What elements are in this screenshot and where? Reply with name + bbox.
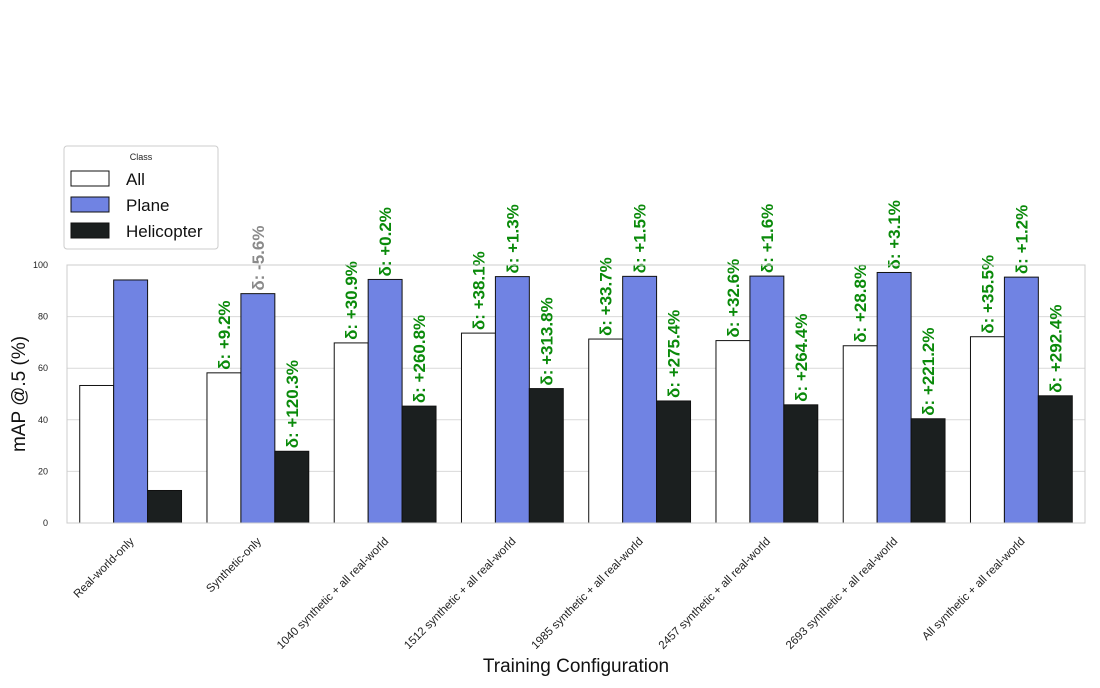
bars: [79, 271, 1073, 524]
plot-frame: [66, 264, 1086, 524]
delta-label: δ: +275.4%: [665, 310, 684, 398]
delta-label: δ: +32.6%: [724, 259, 743, 338]
bar-all: [79, 384, 115, 524]
y-tick-label: 40: [38, 415, 48, 425]
y-tick-label: 80: [38, 312, 48, 322]
delta-label: δ: +292.4%: [1046, 305, 1065, 393]
legend-label-helicopter: Helicopter: [126, 222, 203, 241]
delta-label: δ: +260.8%: [410, 315, 429, 403]
delta-label: δ: +313.8%: [537, 297, 556, 385]
delta-label: δ: +28.8%: [851, 264, 870, 343]
delta-label: δ: +221.2%: [919, 327, 938, 415]
bar-helicopter: [783, 404, 819, 524]
bar-plane: [367, 278, 403, 524]
bar-helicopter: [910, 418, 946, 524]
x-tick-label: Real-world-only: [72, 535, 137, 600]
delta-label: δ: +9.2%: [215, 300, 234, 369]
bar-all: [715, 340, 751, 524]
delta-label: δ: +1.2%: [1012, 205, 1031, 274]
bar-all: [588, 338, 624, 524]
delta-label: δ: +30.9%: [342, 261, 361, 340]
delta-label: δ: +1.3%: [503, 204, 522, 273]
delta-label: δ: +35.5%: [978, 255, 997, 334]
delta-label: δ: +1.6%: [758, 204, 777, 273]
x-tick-label: 1040 synthetic + all real-world: [275, 536, 391, 652]
legend-swatch-all: [70, 170, 110, 187]
bar-plane: [494, 276, 530, 524]
delta-label: δ: +1.5%: [631, 204, 650, 273]
bar-all: [333, 342, 369, 524]
bar-helicopter: [1037, 395, 1073, 524]
bar-helicopter: [274, 450, 310, 524]
delta-label: δ: -5.6%: [249, 226, 268, 291]
legend-swatch-plane: [70, 196, 110, 213]
legend-title: Class: [130, 152, 153, 162]
x-tick-label: 2457 synthetic + all real-world: [657, 536, 773, 652]
y-tick-label: 60: [38, 363, 48, 373]
bar-all: [842, 345, 878, 524]
y-tick-label: 100: [33, 260, 48, 270]
bar-all: [969, 336, 1005, 524]
legend-swatch-helicopter: [70, 222, 110, 239]
x-tick-label: 1512 synthetic + all real-world: [402, 536, 518, 652]
x-tick-label: All synthetic + all real-world: [920, 536, 1027, 643]
bar-helicopter: [401, 405, 437, 524]
x-tick-label: Synthetic-only: [204, 535, 264, 595]
y-tick-label: 0: [43, 518, 48, 528]
bar-all: [206, 372, 242, 524]
legend-label-all: All: [126, 170, 145, 189]
x-tick-label: 1985 synthetic + all real-world: [529, 536, 645, 652]
bar-plane: [1003, 276, 1039, 524]
bar-plane: [240, 293, 276, 524]
x-axis-title: Training Configuration: [483, 656, 669, 677]
bar-helicopter: [528, 388, 564, 524]
delta-label: δ: +33.7%: [597, 257, 616, 336]
y-axis-title: mAP @.5 (%): [9, 336, 30, 452]
bar-helicopter: [147, 489, 183, 524]
bar-plane: [113, 279, 149, 524]
bar-helicopter: [656, 400, 692, 524]
bar-plane: [622, 275, 658, 524]
bar-plane: [876, 271, 912, 524]
legend: Class All Plane Helicopter: [63, 145, 219, 250]
x-tick-label: 2693 synthetic + all real-world: [784, 536, 900, 652]
bar-all: [460, 332, 496, 524]
delta-label: δ: +38.1%: [469, 251, 488, 330]
legend-label-plane: Plane: [126, 196, 169, 215]
y-tick-label: 20: [38, 466, 48, 476]
delta-label: δ: +3.1%: [885, 200, 904, 269]
delta-label: δ: +120.3%: [283, 360, 302, 448]
delta-annotations: δ: +9.2% δ: +30.9% δ: +38.1% δ: +33.7% δ: +3…: [215, 200, 1065, 448]
bar-plane: [749, 275, 785, 524]
delta-label: δ: +264.4%: [792, 314, 811, 402]
delta-label: δ: +0.2%: [376, 207, 395, 276]
